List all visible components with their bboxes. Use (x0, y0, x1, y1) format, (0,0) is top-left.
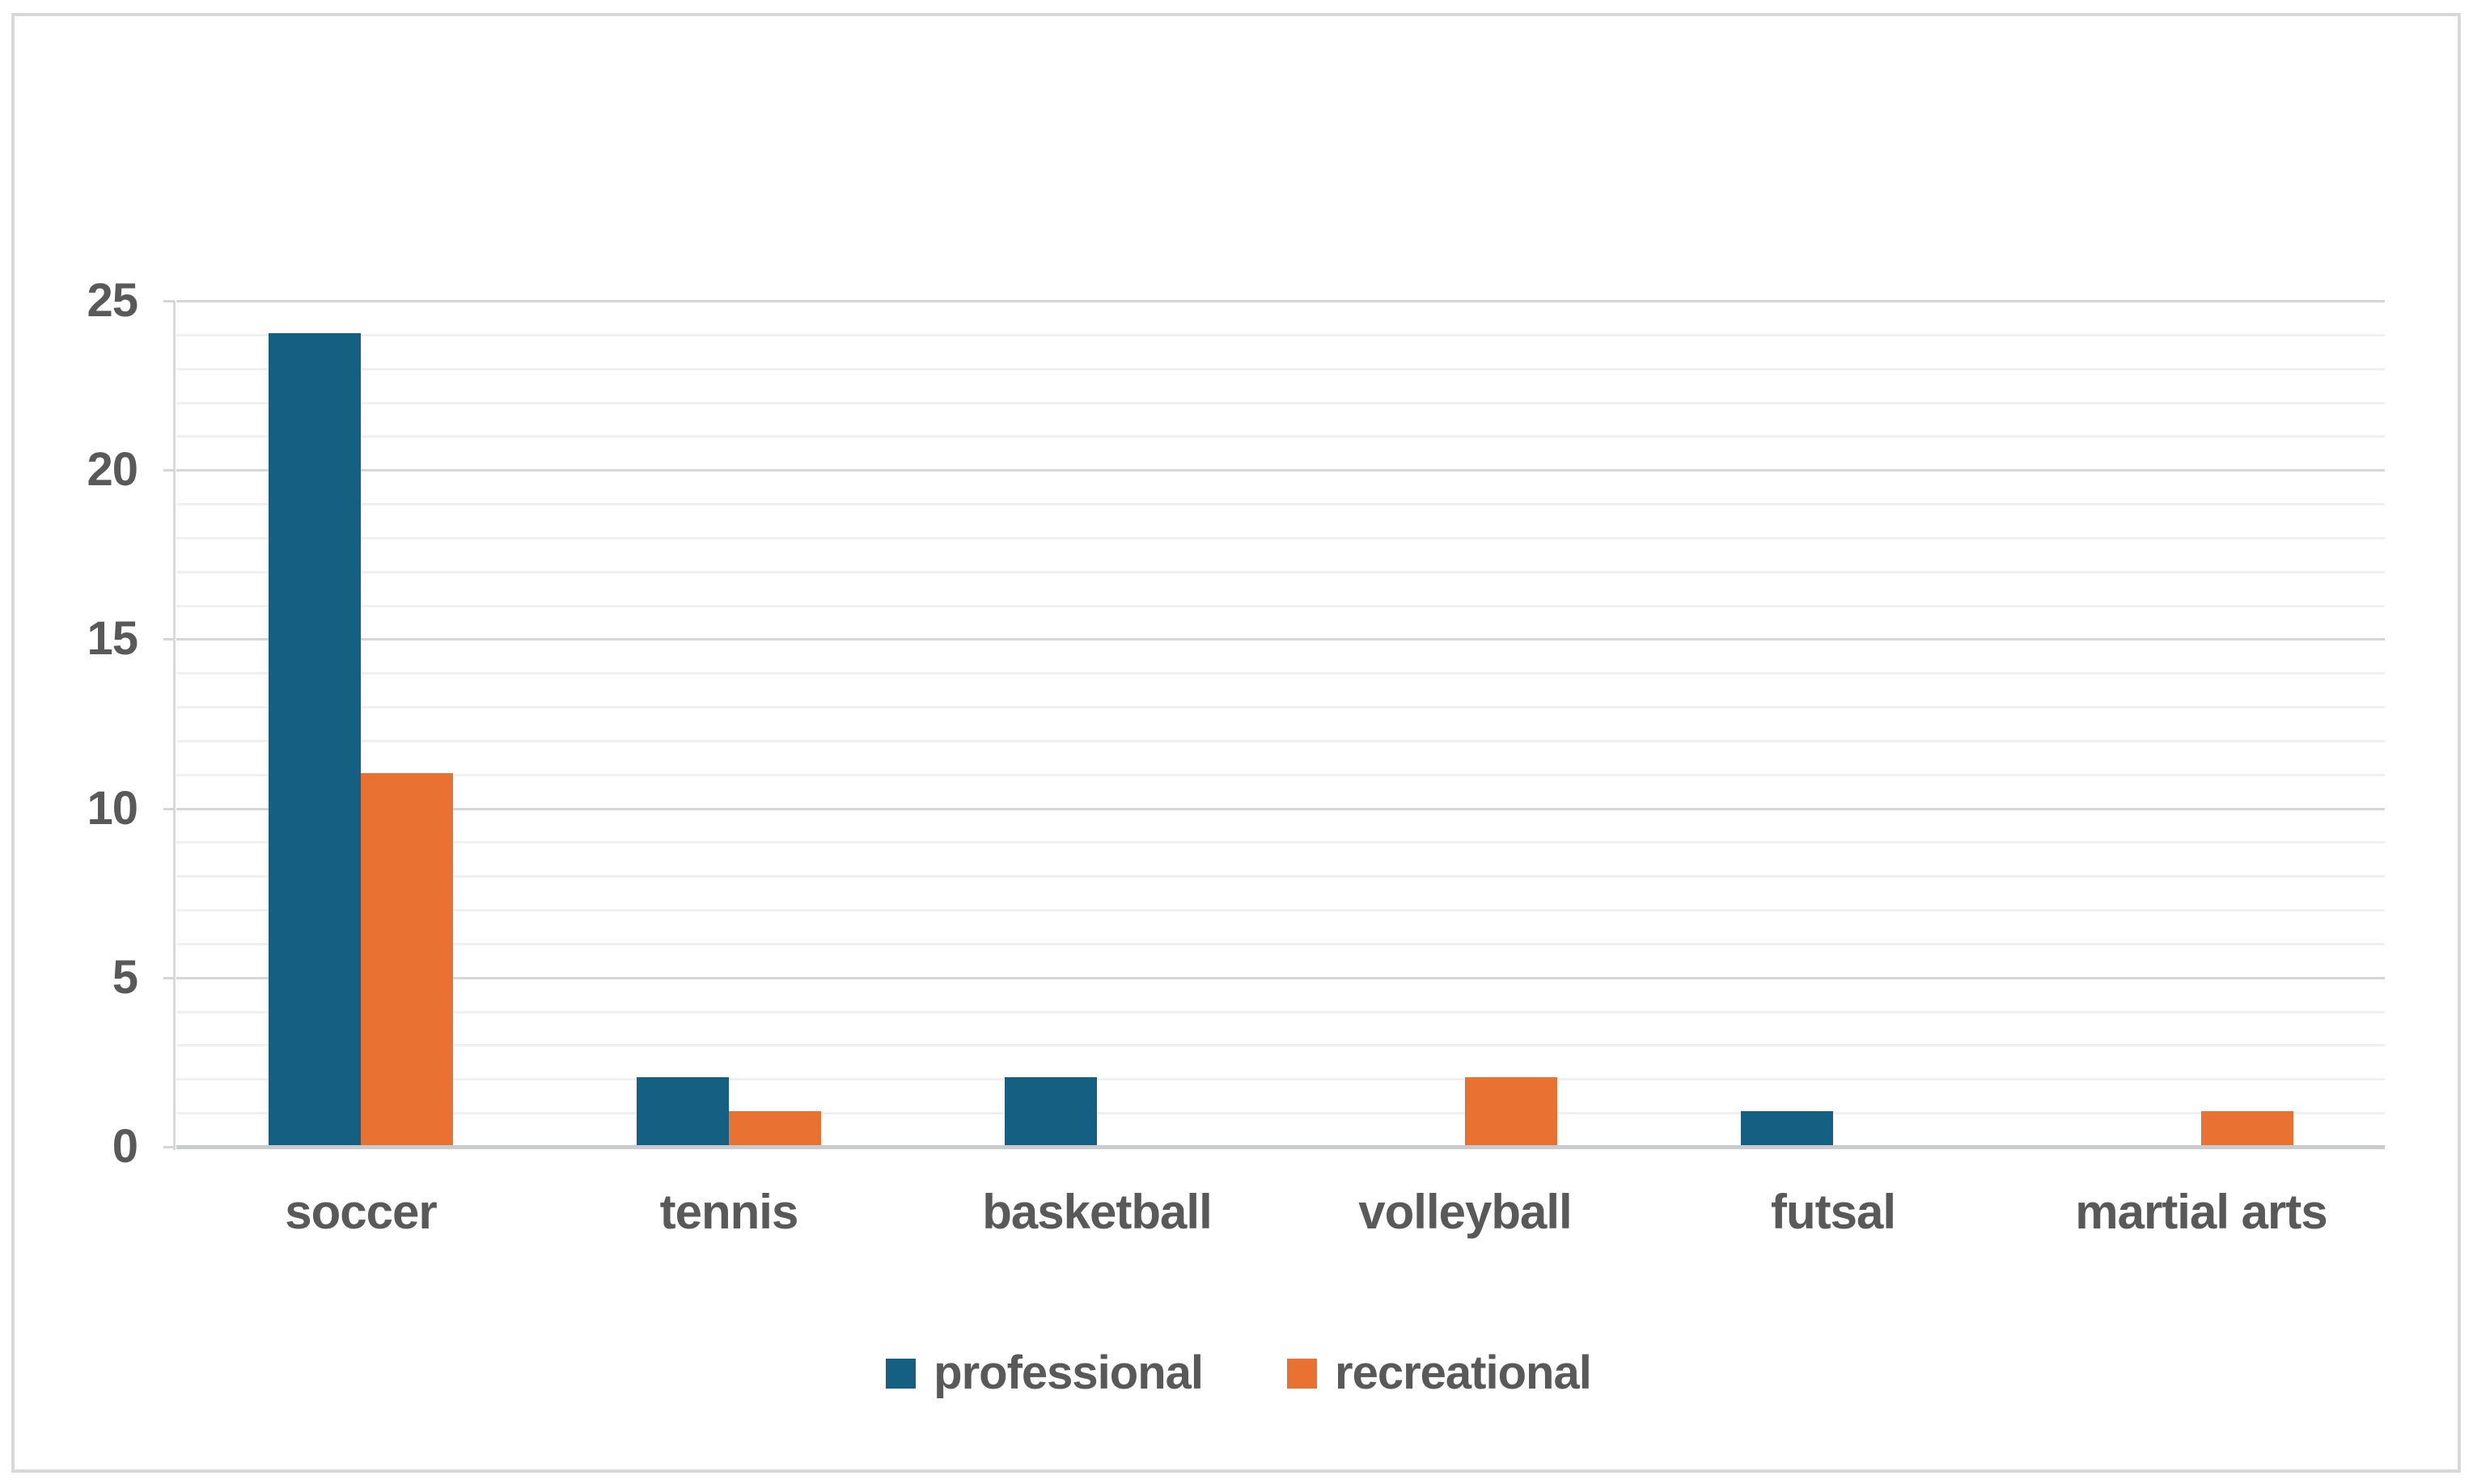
y-tick-label: 20 (87, 443, 138, 496)
legend-item-professional: professional (886, 1347, 1204, 1399)
y-tick-label: 15 (87, 612, 138, 665)
legend-item-recreational: recreational (1287, 1347, 1592, 1399)
y-tick-label: 10 (87, 782, 138, 835)
chart-frame (11, 13, 2461, 1473)
minor-gridline (176, 334, 2385, 336)
legend-swatch-recreational (1287, 1358, 1318, 1389)
minor-gridline (176, 943, 2385, 945)
bar-professional-tennis (637, 1077, 729, 1145)
y-tick-mark (163, 469, 175, 471)
y-tick-mark (163, 808, 175, 810)
bar-professional-basketball (1005, 1077, 1097, 1145)
minor-gridline (176, 672, 2385, 674)
bar-recreational-martial-arts (2201, 1111, 2293, 1145)
y-tick-label: 5 (112, 951, 138, 1004)
minor-gridline (176, 537, 2385, 539)
y-tick-label: 0 (112, 1120, 138, 1173)
y-tick-mark (163, 300, 175, 302)
y-tick-label: 25 (87, 274, 138, 327)
major-gridline (176, 469, 2385, 471)
minor-gridline (176, 571, 2385, 573)
minor-gridline (176, 774, 2385, 776)
category-label-volleyball: volleyball (1358, 1185, 1572, 1239)
legend-label: recreational (1335, 1347, 1592, 1399)
minor-gridline (176, 740, 2385, 742)
major-gridline (176, 638, 2385, 641)
y-tick-mark (163, 977, 175, 979)
bar-professional-soccer (269, 333, 361, 1145)
major-gridline (176, 977, 2385, 979)
y-tick-mark (163, 638, 175, 641)
bar-recreational-volleyball (1465, 1077, 1557, 1145)
legend-label: professional (934, 1347, 1204, 1399)
legend: professional recreational (0, 1349, 2477, 1397)
bar-professional-futsal (1741, 1111, 1833, 1145)
minor-gridline (176, 841, 2385, 843)
minor-gridline (176, 1044, 2385, 1046)
category-label-martial-arts: martial arts (2075, 1185, 2328, 1239)
minor-gridline (176, 1112, 2385, 1114)
category-label-basketball: basketball (982, 1185, 1212, 1239)
category-label-futsal: futsal (1770, 1185, 1896, 1239)
minor-gridline (176, 706, 2385, 708)
minor-gridline (176, 368, 2385, 370)
category-label-soccer: soccer (285, 1185, 437, 1239)
minor-gridline (176, 503, 2385, 505)
bar-recreational-soccer (361, 773, 453, 1145)
bar-recreational-tennis (729, 1111, 821, 1145)
y-tick-mark (163, 1146, 175, 1148)
minor-gridline (176, 435, 2385, 438)
major-gridline (176, 808, 2385, 810)
x-axis-line (176, 1145, 2385, 1149)
legend-swatch-professional (886, 1358, 917, 1389)
minor-gridline (176, 1011, 2385, 1013)
category-label-tennis: tennis (659, 1185, 799, 1239)
y-axis-line (173, 301, 176, 1150)
minor-gridline (176, 1078, 2385, 1080)
minor-gridline (176, 605, 2385, 607)
minor-gridline (176, 402, 2385, 404)
minor-gridline (176, 875, 2385, 877)
minor-gridline (176, 909, 2385, 911)
major-gridline (176, 300, 2385, 302)
